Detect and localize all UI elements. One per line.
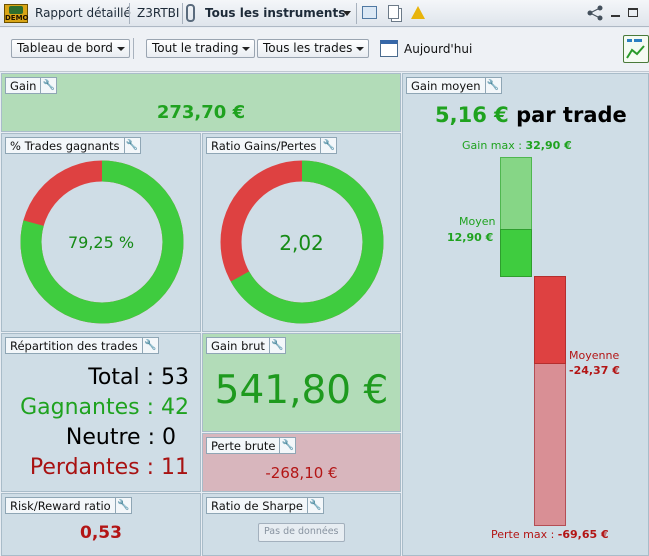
- distribution-row-wins: Gagnantes : 42: [20, 395, 189, 420]
- distribution-row-neutral: Neutre : 0: [65, 425, 176, 450]
- wins-label: Gagnantes: [20, 395, 140, 420]
- gain-panel: Gain 🔧 273,70 €: [1, 73, 401, 132]
- distribution-row-total: Total : 53: [88, 365, 189, 390]
- wrench-icon[interactable]: 🔧: [279, 438, 295, 453]
- avg-gain-bar: [500, 229, 532, 277]
- trading-filter-label: Tout le trading: [152, 41, 239, 55]
- distribution-title-label: Répartition des trades: [10, 339, 138, 353]
- avg-gain-title-label: Gain moyen: [411, 79, 481, 93]
- chart-report-icon[interactable]: [623, 35, 649, 63]
- avg-loss-label: Moyenne: [569, 349, 620, 362]
- trades-filter-dropdown[interactable]: Tous les trades: [257, 39, 370, 58]
- gain-title[interactable]: Gain 🔧: [5, 77, 58, 94]
- minimize-icon[interactable]: [611, 15, 620, 17]
- wins-value: 42: [161, 395, 189, 420]
- report-title[interactable]: Rapport détaillé: [35, 6, 131, 20]
- copy-icon[interactable]: [388, 5, 399, 19]
- share-icon[interactable]: [586, 5, 604, 21]
- account-id[interactable]: Z3RTBI: [137, 6, 180, 20]
- wrench-icon[interactable]: 🔧: [484, 78, 501, 93]
- wrench-icon[interactable]: 🔧: [114, 498, 131, 513]
- win-rate-donut: [20, 160, 184, 324]
- link-icon[interactable]: [186, 4, 195, 22]
- dashboard-label: Tableau de bord: [17, 41, 113, 55]
- total-value: 53: [161, 365, 189, 390]
- gross-loss-title-label: Perte brute: [211, 439, 276, 453]
- avg-loss-value: -24,37 €: [569, 364, 620, 377]
- gross-gain-value: 541,80 €: [214, 368, 389, 413]
- wrench-icon[interactable]: 🔧: [123, 138, 140, 153]
- ratio-label: 2,02: [279, 231, 324, 255]
- donut-gain-arc: [220, 160, 384, 324]
- win-rate-label: 79,25 %: [67, 233, 135, 252]
- ratio-panel: Ratio Gains/Pertes 🔧 2,02: [202, 133, 401, 332]
- calendar-icon[interactable]: [380, 40, 398, 57]
- win-rate-title[interactable]: % Trades gagnants 🔧: [5, 137, 141, 154]
- chevron-down-icon: [356, 47, 365, 51]
- avg-gain-panel: Gain moyen 🔧 5,16 € par trade Gain max : …: [402, 73, 649, 556]
- date-button[interactable]: Aujourd'hui: [404, 42, 473, 56]
- avg-gain-value: 5,16 €: [435, 103, 509, 127]
- loss-max-value: -69,65 €: [557, 528, 609, 541]
- risk-reward-panel: Risk/Reward ratio 🔧 0,53: [1, 493, 201, 556]
- avg-loss-bar: [534, 276, 566, 364]
- no-data-badge: Pas de données: [258, 523, 345, 542]
- gross-loss-value: -268,10 €: [265, 464, 338, 482]
- chevron-down-icon[interactable]: [343, 11, 351, 16]
- demo-badge: DEMO: [4, 4, 29, 23]
- avg-gain-title[interactable]: Gain moyen 🔧: [406, 77, 502, 94]
- avg-gain-suffix: par trade: [516, 103, 627, 127]
- total-label: Total: [88, 365, 140, 390]
- gross-gain-title-label: Gain brut: [211, 339, 265, 353]
- risk-reward-value: 0,53: [80, 523, 122, 543]
- gross-gain-title[interactable]: Gain brut 🔧: [206, 337, 286, 354]
- demo-label: DEMO: [5, 14, 29, 22]
- sharpe-panel: Ratio de Sharpe 🔧 Pas de données: [202, 493, 401, 556]
- maximize-icon[interactable]: [628, 8, 638, 17]
- demo-icon: [9, 6, 23, 14]
- loss-max-label: Perte max :: [491, 528, 555, 541]
- losses-value: 11: [161, 455, 189, 480]
- ratio-title-label: Ratio Gains/Pertes: [211, 139, 317, 153]
- trades-filter-label: Tous les trades: [263, 41, 353, 55]
- top-bar: DEMO Rapport détaillé Z3RTBI Tous les in…: [0, 0, 649, 27]
- chevron-down-icon: [242, 47, 251, 51]
- gain-title-label: Gain: [10, 79, 37, 93]
- chart-window-icon[interactable]: [362, 6, 377, 19]
- gain-max-value: 32,90 €: [525, 139, 572, 152]
- dashboard-dropdown[interactable]: Tableau de bord: [11, 39, 130, 58]
- risk-reward-title-label: Risk/Reward ratio: [10, 499, 111, 513]
- instrument-selector[interactable]: Tous les instruments: [205, 6, 346, 20]
- losses-label: Perdantes: [29, 455, 140, 480]
- sharpe-title-label: Ratio de Sharpe: [211, 499, 303, 513]
- gain-max-label: Gain max :: [462, 139, 522, 152]
- distribution-row-losses: Perdantes : 11: [29, 455, 189, 480]
- neutral-label: Neutre: [65, 425, 141, 450]
- win-rate-title-label: % Trades gagnants: [10, 139, 120, 153]
- gross-loss-title[interactable]: Perte brute 🔧: [206, 437, 297, 454]
- wrench-icon[interactable]: 🔧: [306, 498, 323, 513]
- sharpe-title[interactable]: Ratio de Sharpe 🔧: [206, 497, 324, 514]
- trading-filter-dropdown[interactable]: Tout le trading: [146, 39, 256, 58]
- neutral-value: 0: [162, 425, 176, 450]
- gross-gain-panel: Gain brut 🔧 541,80 €: [202, 333, 401, 432]
- gross-loss-panel: Perte brute 🔧 -268,10 €: [202, 433, 401, 492]
- wrench-icon[interactable]: 🔧: [40, 78, 56, 93]
- warning-icon[interactable]: [411, 6, 425, 19]
- distribution-title[interactable]: Répartition des trades 🔧: [5, 337, 159, 354]
- wrench-icon[interactable]: 🔧: [268, 338, 285, 353]
- chevron-down-icon: [116, 47, 125, 51]
- avg-label: Moyen: [459, 215, 496, 228]
- ratio-donut: [220, 160, 384, 324]
- wrench-icon[interactable]: 🔧: [320, 138, 336, 153]
- donut-win-arc: [20, 160, 184, 324]
- distribution-panel: Répartition des trades 🔧 Total : 53 Gagna…: [1, 333, 201, 492]
- ratio-title[interactable]: Ratio Gains/Pertes 🔧: [206, 137, 338, 154]
- win-rate-panel: % Trades gagnants 🔧 79,25 %: [1, 133, 201, 332]
- gain-value: 273,70 €: [156, 102, 246, 123]
- wrench-icon[interactable]: 🔧: [141, 338, 158, 353]
- avg-value: 12,90 €: [447, 231, 494, 244]
- risk-reward-title[interactable]: Risk/Reward ratio 🔧: [5, 497, 132, 514]
- toolbar: Tableau de bord Tout le trading Tous les…: [0, 28, 649, 72]
